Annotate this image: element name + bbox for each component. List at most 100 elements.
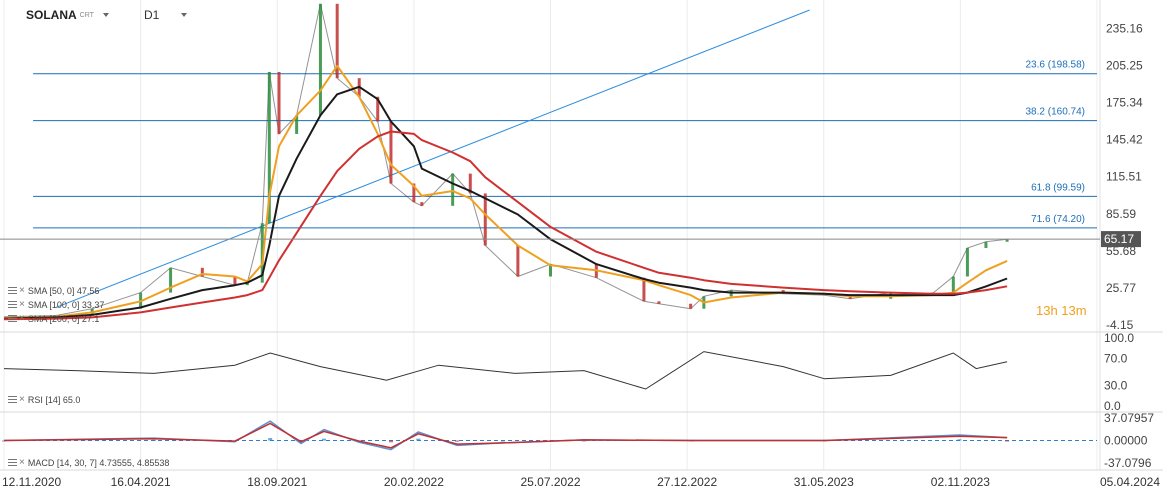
settings-icon[interactable]	[8, 287, 17, 294]
legend-macd-label: MACD [14, 30, 7] 4.73555, 4.85538	[27, 457, 170, 468]
price-candle	[169, 267, 173, 293]
price-candle	[260, 223, 264, 283]
x-tick-label-2: 18.09.2021	[247, 475, 307, 489]
x-tick-label-0: 12.11.2020	[2, 475, 61, 489]
macd-hist-bar	[416, 438, 421, 441]
x-tick-label-5: 27.12.2022	[657, 475, 717, 489]
macd-line	[3, 420, 1008, 451]
price-candle	[483, 193, 487, 246]
price-candle	[277, 71, 281, 134]
macd-hist-bar	[2, 440, 6, 442]
price-candle	[451, 173, 455, 206]
rsi-line	[3, 351, 1008, 390]
close-icon[interactable]: ×	[19, 394, 25, 405]
x-tick-label-6: 31.05.2023	[794, 475, 854, 489]
macd-hist-bar	[321, 438, 326, 441]
price-candle	[200, 267, 204, 277]
price-candle	[295, 115, 299, 134]
y-tick-label-2: 175.34	[1106, 96, 1143, 110]
price-candle	[318, 3, 322, 116]
legend-sma50-label: SMA [50, 0] 47.56	[27, 285, 100, 296]
close-icon[interactable]: ×	[19, 457, 25, 468]
price-candle	[267, 71, 271, 224]
rsi-tick-label-1: 70.0	[1104, 351, 1128, 365]
price-candle	[516, 245, 520, 277]
macd-hist-bar	[455, 440, 460, 442]
legend-rsi[interactable]: × RSI [14] 65.0	[8, 394, 80, 405]
series-line-2	[3, 85, 1008, 320]
legend-macd[interactable]: × MACD [14, 30, 7] 4.73555, 4.85538	[8, 457, 169, 468]
legend-sma200-label: SMA [200, 0] 27.1	[27, 313, 100, 324]
macd-hist-bar	[500, 440, 505, 442]
last-price-badge	[1101, 231, 1141, 248]
legend-rsi-label: RSI [14] 65.0	[27, 394, 81, 405]
x-tick-label-3: 20.02.2022	[384, 475, 444, 489]
chevron-down-icon	[102, 13, 109, 17]
macd-hist-bar	[1005, 440, 1010, 442]
close-icon[interactable]: ×	[19, 299, 25, 310]
close-icon[interactable]: ×	[19, 313, 25, 324]
macd-hist-bar	[151, 439, 156, 441]
price-candle	[965, 247, 969, 277]
legend-sma200[interactable]: × SMA [200, 0] 27.1	[8, 313, 99, 324]
settings-icon[interactable]	[8, 459, 17, 466]
price-candle	[245, 282, 249, 286]
y-tick-label-8: -4.15	[1106, 318, 1134, 332]
y-tick-label-7: 25.77	[1106, 281, 1136, 295]
price-candle	[1005, 239, 1009, 242]
price-candle	[468, 173, 472, 194]
symbol-selector[interactable]: SOLANA CRT	[26, 8, 109, 22]
chevron-down-icon	[181, 13, 188, 17]
close-icon[interactable]: ×	[19, 285, 25, 296]
y-tick-label-0: 235.16	[1106, 21, 1143, 35]
fib-label-2: 61.8 (99.59)	[1031, 182, 1085, 193]
rsi-tick-label-3: 0.0	[1104, 399, 1121, 413]
macd-signal-line	[3, 422, 1008, 449]
y-tick-label-4: 115.51	[1106, 170, 1142, 184]
y-tick-label-1: 205.25	[1106, 58, 1143, 72]
price-candle	[984, 241, 988, 248]
y-tick-label-6: 55.68	[1106, 244, 1136, 258]
timeframe-label: D1	[144, 8, 160, 22]
settings-icon[interactable]	[8, 315, 17, 322]
price-candle	[642, 277, 646, 302]
legend-sma50[interactable]: × SMA [50, 0] 47.56	[8, 285, 99, 296]
x-tick-label-7: 02.11.2023	[931, 475, 990, 489]
legend-sma100[interactable]: × SMA [100, 0] 33.37	[8, 299, 104, 310]
price-candle	[335, 3, 339, 79]
x-tick-label-4: 25.07.2022	[520, 475, 580, 489]
macd-hist-bar	[957, 439, 962, 441]
fib-label-0: 23.6 (198.58)	[1026, 60, 1086, 71]
timeframe-selector[interactable]: D1	[144, 8, 188, 22]
x-tick-label-8: 05.04.2024	[1100, 475, 1160, 489]
macd-hist-bar	[388, 440, 393, 443]
price-candle	[412, 183, 416, 203]
candle-timer: 13h 13m	[1036, 303, 1087, 318]
last-price-label: 65.17	[1104, 232, 1134, 246]
macd-tick-label-1: 0.00000	[1104, 434, 1148, 448]
rsi-tick-label-0: 100.0	[1104, 331, 1134, 345]
price-candle	[376, 96, 380, 122]
price-candle	[657, 301, 661, 304]
macd-tick-label-0: 37.07957	[1104, 411, 1154, 425]
y-tick-label-3: 145.42	[1106, 133, 1143, 147]
symbol-name: SOLANA	[26, 8, 77, 22]
fib-label-1: 38.2 (160.74)	[1026, 107, 1086, 118]
price-candle	[689, 303, 693, 309]
price-candle	[420, 202, 424, 206]
settings-icon[interactable]	[8, 396, 17, 403]
symbol-suffix: CRT	[79, 11, 94, 19]
price-candle	[233, 276, 237, 286]
macd-hist-bar	[268, 438, 273, 441]
price-candle	[951, 276, 955, 294]
settings-icon[interactable]	[8, 301, 17, 308]
x-tick-label-1: 16.04.2021	[111, 475, 171, 489]
legend-sma100-label: SMA [100, 0] 33.37	[27, 299, 105, 310]
price-line	[3, 3, 1008, 318]
y-tick-label-5: 85.59	[1106, 207, 1136, 221]
trendline	[55, 9, 810, 308]
rsi-tick-label-2: 30.0	[1104, 379, 1128, 393]
macd-hist-bar	[581, 440, 586, 442]
price-candle	[389, 121, 393, 184]
